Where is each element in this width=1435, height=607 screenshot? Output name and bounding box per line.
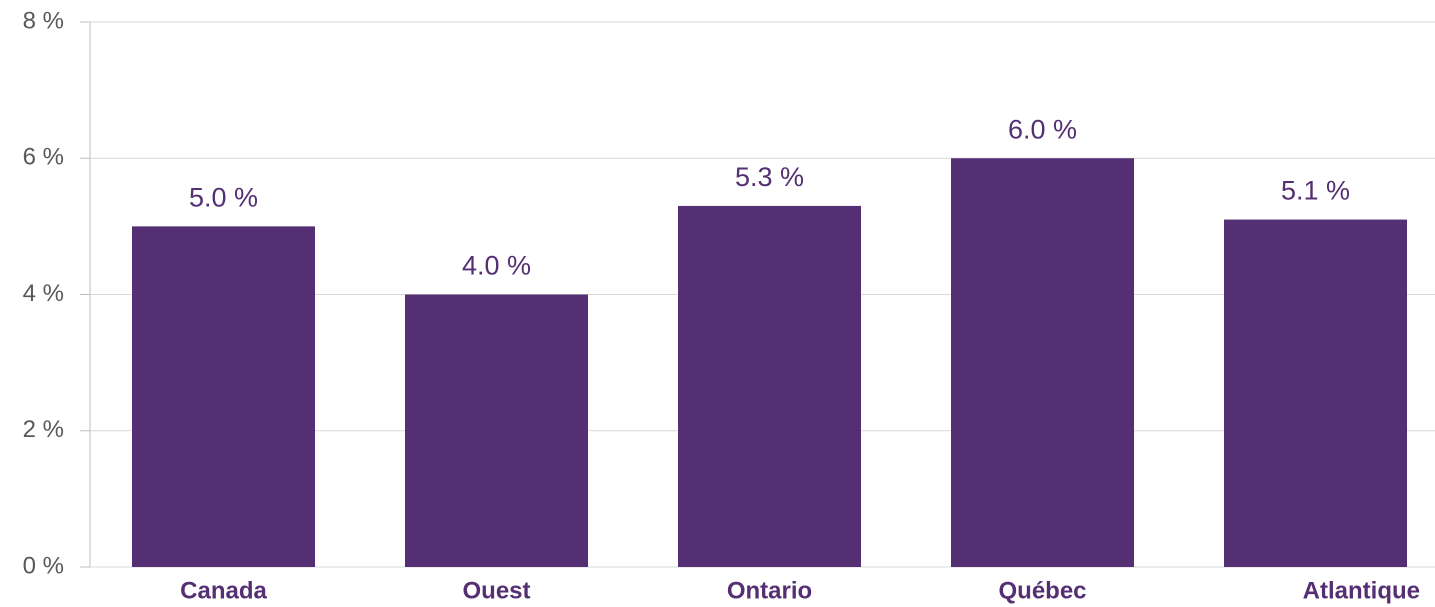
x-tick-label: Atlantique [1303,577,1420,604]
y-tick-label: 8 % [23,7,64,34]
value-label: 5.1 % [1281,176,1350,206]
y-tick-label: 2 % [23,416,64,443]
value-label: 6.0 % [1008,114,1077,144]
x-tick-label: Québec [998,577,1086,604]
value-label: 5.3 % [735,162,804,192]
bar [405,294,588,567]
x-tick-label: Canada [180,577,267,604]
value-label: 5.0 % [189,183,258,213]
y-tick-label: 4 % [23,280,64,307]
bar [1224,219,1407,567]
bar [132,226,315,567]
x-tick-label: Ouest [462,577,530,604]
bar [678,205,861,567]
x-tick-label: Ontario [727,577,812,604]
bar [951,158,1134,567]
y-tick-label: 0 % [23,552,64,579]
value-label: 4.0 % [462,251,531,281]
y-tick-label: 6 % [23,144,64,171]
